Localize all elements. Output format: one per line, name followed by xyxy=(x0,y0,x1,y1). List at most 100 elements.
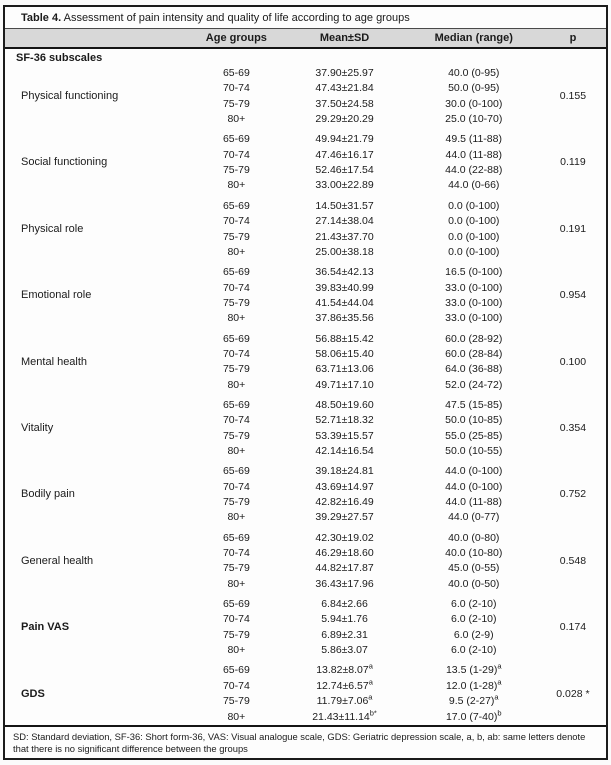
age-group-cell: 70-74 xyxy=(222,347,250,360)
median-range-cell: 25.0 (10-70) xyxy=(408,112,540,127)
mean-sd-value: 29.29±20.29 xyxy=(315,113,374,126)
mean-sd-cell: 36.43±17.96 xyxy=(281,576,407,591)
mean-sd-value: 6.84±2.66 xyxy=(321,597,368,610)
section-label-sf36-subscales: SF-36 subscales xyxy=(16,52,103,64)
mean-sd-cell: 33.00±22.89 xyxy=(281,178,407,193)
p-value-cell: 0.100 xyxy=(559,355,587,368)
age-group-cell: 70-74 xyxy=(222,148,250,161)
mean-sd-value: 42.82±16.49 xyxy=(315,495,374,508)
mean-sd-cell: 43.69±14.97 xyxy=(281,479,407,494)
median-range-value: 6.0 (2-10) xyxy=(450,643,497,656)
median-range-cell: 44.0 (11-88) xyxy=(408,148,540,163)
median-range-superscript: a xyxy=(497,677,502,687)
median-range-value: 64.0 (36-88) xyxy=(445,363,503,376)
median-range-value: 40.0 (10-80) xyxy=(445,546,503,559)
median-range-cell: 50.0 (10-55) xyxy=(408,444,540,459)
table-row: 75-79 21.43±37.70 0.0 (0-100) xyxy=(5,229,606,244)
age-group-cell: 70-74 xyxy=(222,546,250,559)
mean-sd-value: 12.74±6.57 xyxy=(316,679,369,692)
table-row: 70-74 39.83±40.99 33.0 (0-100) xyxy=(5,280,606,295)
median-range-value: 17.0 (7-40) xyxy=(445,710,498,723)
table-row: 70-74 27.14±38.04 0.0 (0-100) xyxy=(5,214,606,229)
median-range-value: 49.5 (11-88) xyxy=(445,133,502,146)
median-range-value: 44.0 (11-88) xyxy=(445,148,502,161)
p-value-cell: 0.191 xyxy=(559,222,587,235)
mean-sd-value: 42.14±16.54 xyxy=(315,444,374,457)
median-range-superscript: a xyxy=(497,661,502,671)
mean-sd-cell: 41.54±44.04 xyxy=(281,296,407,311)
median-range-value: 50.0 (10-55) xyxy=(445,444,503,457)
age-group-cell: 65-69 xyxy=(222,465,250,478)
table-row: Bodily pain 65-69 39.18±24.81 44.0 (0-100) 0… xyxy=(5,459,606,500)
mean-sd-cell: 42.14±16.54 xyxy=(281,444,407,459)
mean-sd-value: 48.50±19.60 xyxy=(315,398,374,411)
table-row: 75-79 11.79±7.06a 9.5 (2-27)a xyxy=(5,692,606,709)
table-4-pain-qol-by-age: Table 4. Assessment of pain intensity an… xyxy=(5,7,606,758)
table-row: 75-79 52.46±17.54 44.0 (22-88) xyxy=(5,163,606,178)
table-row: 70-74 43.69±14.97 44.0 (0-100) xyxy=(5,479,606,494)
median-range-cell: 33.0 (0-100) xyxy=(408,296,540,311)
median-range-cell: 0.0 (0-100) xyxy=(408,214,540,229)
median-range-value: 50.0 (0-95) xyxy=(448,82,500,95)
age-group-cell: 80+ xyxy=(227,643,246,656)
mean-sd-value: 33.00±22.89 xyxy=(315,179,374,192)
median-range-cell: 17.0 (7-40)b xyxy=(408,709,540,726)
p-value-cell: 0.752 xyxy=(559,488,587,501)
median-range-cell: 6.0 (2-9) xyxy=(408,628,540,643)
age-group-cell: 70-74 xyxy=(222,281,250,294)
median-range-superscript: a xyxy=(494,692,499,702)
median-range-cell: 33.0 (0-100) xyxy=(408,280,540,295)
median-range-value: 33.0 (0-100) xyxy=(445,281,503,294)
table-row: 75-79 42.82±16.49 44.0 (11-88) xyxy=(5,495,606,510)
table-row: Vitality 65-69 48.50±19.60 47.5 (15-85) 0.35… xyxy=(5,393,606,434)
mean-sd-cell: 6.89±2.31 xyxy=(281,628,407,643)
table-title-text: Assessment of pain intensity and quality… xyxy=(61,12,410,24)
mean-sd-value: 14.50±31.57 xyxy=(315,199,374,212)
table-frame: Table 4. Assessment of pain intensity an… xyxy=(3,5,608,760)
table-row: 80+ 33.00±22.89 44.0 (0-66) xyxy=(5,178,606,193)
p-value-cell: 0.028 * xyxy=(556,687,590,700)
median-range-cell: 6.0 (2-10) xyxy=(408,612,540,627)
mean-sd-cell: 63.71±13.06 xyxy=(281,362,407,377)
mean-sd-cell: 39.18±24.81 xyxy=(281,459,407,479)
mean-sd-cell: 44.82±17.87 xyxy=(281,561,407,576)
age-group-cell: 80+ xyxy=(227,444,246,457)
median-range-cell: 55.0 (25-85) xyxy=(408,428,540,443)
age-group-cell: 75-79 xyxy=(222,363,250,376)
mean-sd-cell: 39.83±40.99 xyxy=(281,280,407,295)
table-row: 70-74 52.71±18.32 50.0 (10-85) xyxy=(5,413,606,428)
mean-sd-superscript: b* xyxy=(369,708,377,718)
mean-sd-value: 36.43±17.96 xyxy=(315,577,374,590)
median-range-value: 12.0 (1-28) xyxy=(445,679,498,692)
median-range-value: 6.0 (2-10) xyxy=(450,613,497,626)
mean-sd-cell: 39.29±27.57 xyxy=(281,510,407,525)
age-group-cell: 65-69 xyxy=(222,597,250,610)
mean-sd-value: 42.30±19.02 xyxy=(315,531,374,544)
table-row: 70-74 47.46±16.17 44.0 (11-88) xyxy=(5,148,606,163)
median-range-value: 44.0 (0-77) xyxy=(448,511,500,524)
mean-sd-value: 47.43±21.84 xyxy=(315,82,374,95)
median-range-value: 44.0 (11-88) xyxy=(445,495,502,508)
mean-sd-cell: 5.86±3.07 xyxy=(281,643,407,658)
median-range-cell: 44.0 (0-66) xyxy=(408,178,540,193)
median-range-value: 44.0 (0-100) xyxy=(445,480,503,493)
mean-sd-value: 11.79±7.06 xyxy=(316,695,369,708)
mean-sd-value: 43.69±14.97 xyxy=(315,480,374,493)
mean-sd-value: 63.71±13.06 xyxy=(315,363,374,376)
median-range-cell: 30.0 (0-100) xyxy=(408,97,540,112)
mean-sd-cell: 37.86±35.56 xyxy=(281,311,407,326)
mean-sd-cell: 13.82±8.07a xyxy=(281,658,407,678)
age-group-cell: 65-69 xyxy=(222,133,250,146)
table-row: 80+ 37.86±35.56 33.0 (0-100) xyxy=(5,311,606,326)
p-value-cell: 0.548 xyxy=(559,554,587,567)
p-value-cell: 0.174 xyxy=(559,620,587,633)
table-row: Mental health 65-69 56.88±15.42 60.0 (28-92… xyxy=(5,326,606,368)
p-value-cell: 0.954 xyxy=(559,289,587,302)
mean-sd-cell: 6.84±2.66 xyxy=(281,592,407,612)
mean-sd-value: 44.82±17.87 xyxy=(315,562,374,575)
median-range-cell: 45.0 (0-55) xyxy=(408,561,540,576)
mean-sd-value: 52.71±18.32 xyxy=(315,414,374,427)
median-range-cell: 0.0 (0-100) xyxy=(408,194,540,214)
table-title-row: Table 4. Assessment of pain intensity an… xyxy=(5,7,606,29)
median-range-cell: 44.0 (11-88) xyxy=(408,495,540,510)
